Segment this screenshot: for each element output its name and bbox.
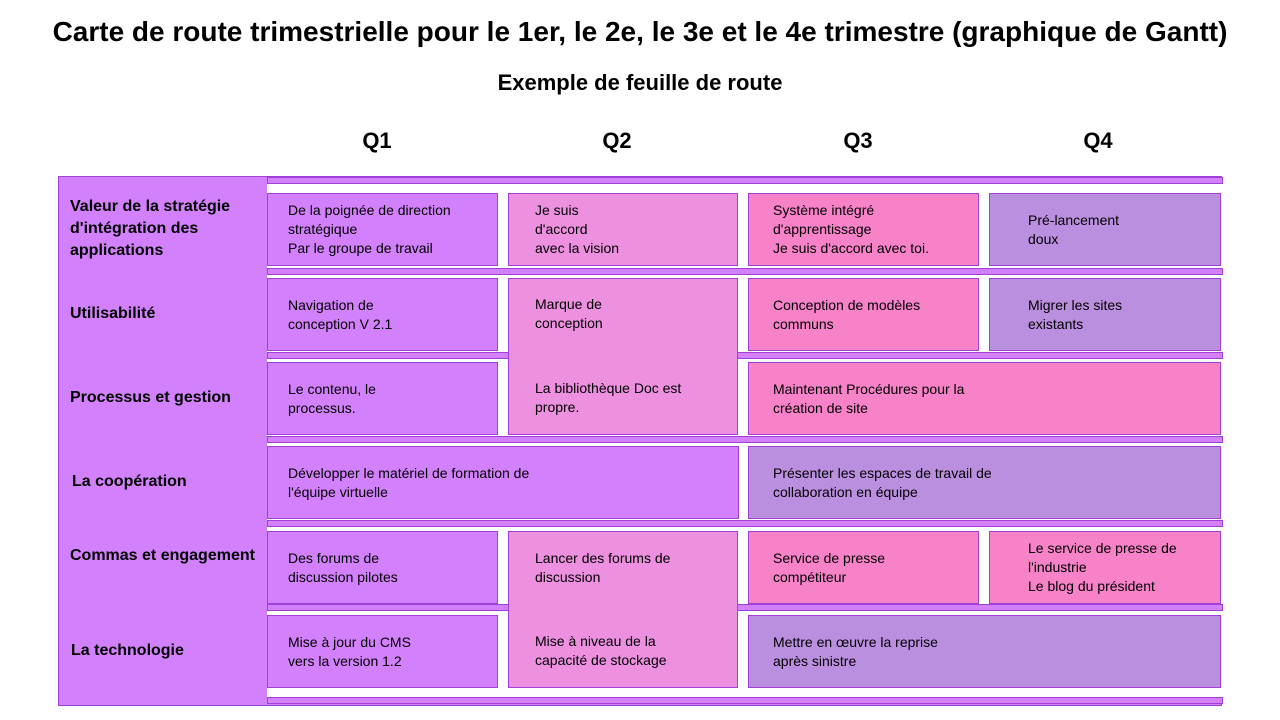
task-block: De la poignée de direction stratégique P… bbox=[267, 193, 498, 266]
task-block: Développer le matériel de formation de l… bbox=[267, 446, 739, 519]
task-block: Le service de presse de l'industrie Le b… bbox=[989, 531, 1221, 604]
grid-separator bbox=[267, 268, 1223, 275]
grid-separator bbox=[267, 352, 1223, 359]
task-block: Mettre en œuvre la reprise après sinistr… bbox=[748, 615, 1221, 688]
grid-bar-bottom bbox=[267, 697, 1223, 704]
quarter-header-q2: Q2 bbox=[602, 128, 632, 153]
quarter-header-q3: Q3 bbox=[843, 128, 873, 153]
task-block: Mise à niveau de la capacité de stockage bbox=[508, 615, 738, 688]
task-block: Je suis d'accord avec la vision bbox=[508, 193, 738, 266]
row-label-usability: Utilisabilité bbox=[70, 305, 156, 322]
task-block: Service de presse compétiteur bbox=[748, 531, 979, 604]
row-label-engagement: Commas et engagement bbox=[70, 547, 255, 564]
grid-separator bbox=[267, 520, 1223, 527]
row-label-process: Processus et gestion bbox=[70, 389, 231, 406]
task-block: Le contenu, le processus. bbox=[267, 362, 498, 435]
quarter-header-q4: Q4 bbox=[1083, 128, 1113, 153]
task-block: Conception de modèles communs bbox=[748, 278, 979, 351]
task-block: Navigation de conception V 2.1 bbox=[267, 278, 498, 351]
task-block: Maintenant Procédures pour la création d… bbox=[748, 362, 1221, 435]
quarter-header-q1: Q1 bbox=[362, 128, 392, 153]
row-label-technology: La technologie bbox=[71, 642, 184, 659]
page-subtitle: Exemple de feuille de route bbox=[497, 70, 783, 95]
row-label-cooperation: La coopération bbox=[72, 473, 187, 490]
task-block: Pré-lancement doux bbox=[989, 193, 1221, 266]
task-block: Mise à jour du CMS vers la version 1.2 bbox=[267, 615, 498, 688]
task-block: Migrer les sites existants bbox=[989, 278, 1221, 351]
page-title: Carte de route trimestrielle pour le 1er… bbox=[52, 16, 1228, 47]
task-block: Présenter les espaces de travail de coll… bbox=[748, 446, 1221, 519]
row-label-strategy: Valeur de la stratégie d'intégration des… bbox=[70, 198, 231, 259]
task-block: Système intégré d'apprentissage Je suis … bbox=[748, 193, 979, 266]
grid-separator bbox=[267, 436, 1223, 443]
grid-separator bbox=[267, 604, 1223, 611]
task-block: La bibliothèque Doc est propre. bbox=[508, 362, 738, 435]
grid-bar-top bbox=[267, 177, 1223, 184]
task-block: Des forums de discussion pilotes bbox=[267, 531, 498, 604]
